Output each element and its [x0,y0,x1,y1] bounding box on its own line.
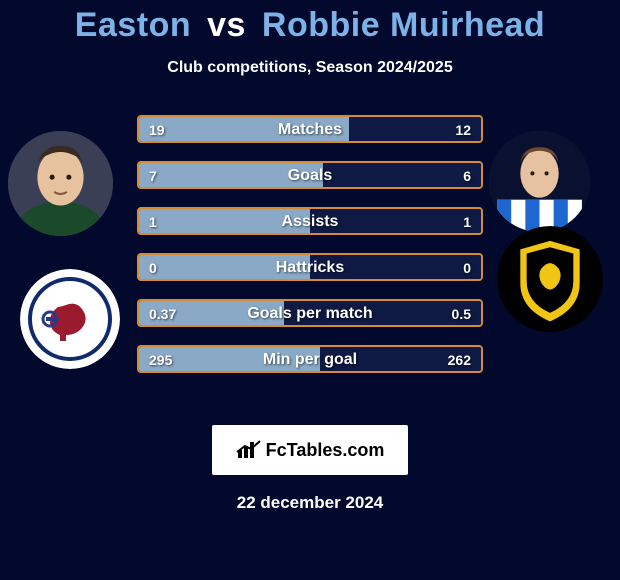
brand-text: FcTables.com [266,440,385,461]
stat-segment-right [320,347,481,371]
stat-row: Assists11 [137,207,483,235]
stat-segment-right [310,209,481,233]
player1-avatar-svg [8,131,113,236]
title-vs: vs [207,6,246,44]
page-title: Easton vs Robbie Muirhead [0,0,620,45]
stat-segment-left [139,255,310,279]
player2-avatar [489,131,590,232]
stat-row: Matches1912 [137,115,483,143]
stat-row: Goals76 [137,161,483,189]
stat-row: Min per goal295262 [137,345,483,373]
title-player1: Easton [75,6,191,44]
player2-club-crest [497,226,603,332]
brand-suffix: Tables.com [287,440,385,460]
brand-chart-icon [236,440,262,460]
player1-club-svg [20,269,120,369]
stat-segment-left [139,163,323,187]
stat-row: Goals per match0.370.5 [137,299,483,327]
player2-club-svg [497,226,603,332]
stat-row: Hattricks00 [137,253,483,281]
title-player2: Robbie Muirhead [262,6,545,44]
brand-badge: FcTables.com [212,425,408,475]
brand-prefix: Fc [266,440,287,460]
stat-bars: Matches1912 Goals76 Assists11 Hattricks00 Go… [137,115,483,391]
stat-segment-left [139,347,320,371]
stat-segment-right [310,255,481,279]
player1-avatar [8,131,113,236]
stat-segment-left [139,301,284,325]
stat-segment-left [139,209,310,233]
stat-segment-right [284,301,481,325]
player2-avatar-svg [489,131,590,232]
footer-date: 22 december 2024 [0,493,620,513]
comparison-content: Matches1912 Goals76 Assists11 Hattricks00 Go… [0,115,620,415]
stat-segment-left [139,117,349,141]
stat-segment-right [323,163,481,187]
subtitle: Club competitions, Season 2024/2025 [0,59,620,77]
stat-segment-right [349,117,481,141]
player1-club-crest [20,269,120,369]
